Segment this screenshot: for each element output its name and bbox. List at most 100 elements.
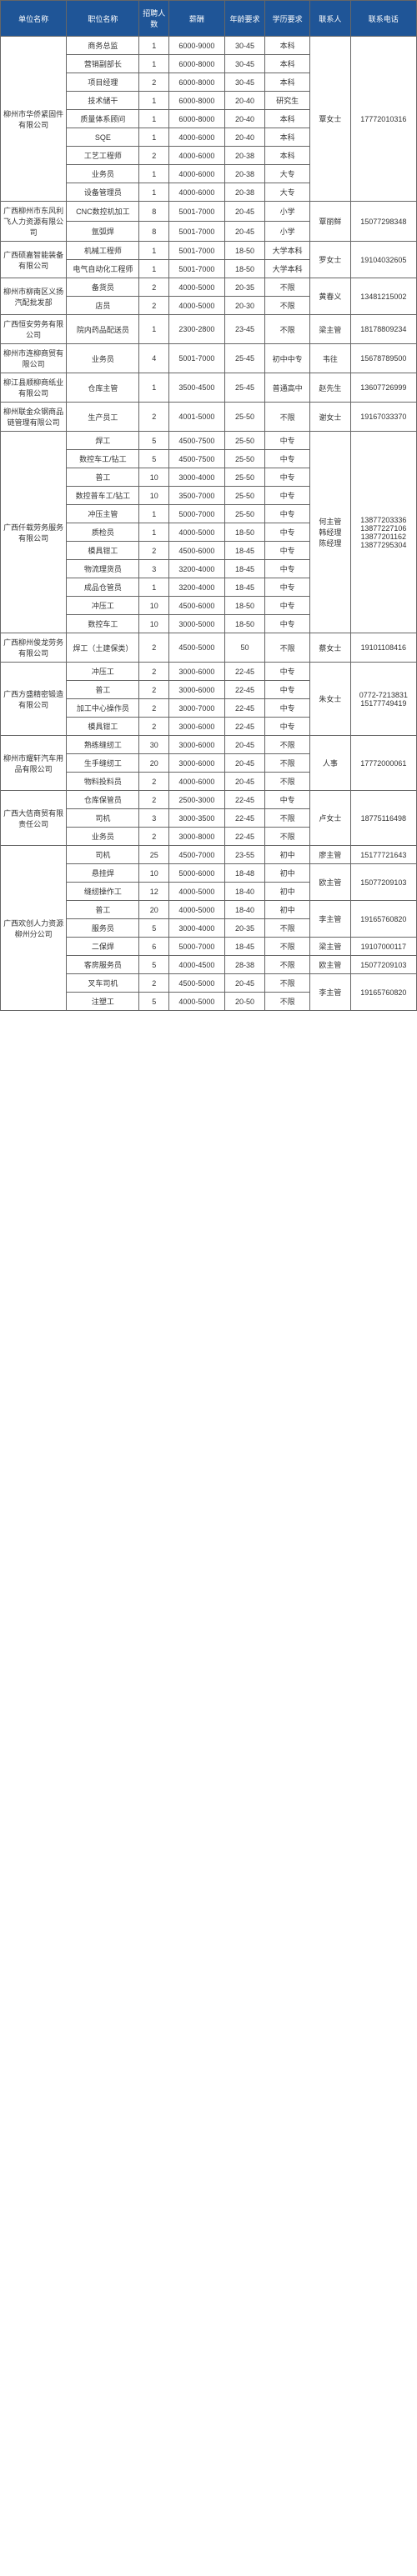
- salary-cell: 2500-3000: [169, 791, 225, 809]
- position-cell: 加工中心操作员: [67, 699, 139, 718]
- table-row: 柳江县顺柳商纸业有限公司仓库主管13500-450025-45普通高中赵先生13…: [1, 373, 417, 403]
- contact-cell: 覃女士: [310, 37, 351, 202]
- edu-cell: 不限: [265, 993, 310, 1011]
- table-row: 广西欢创人力资源柳州分公司司机254500-700023-55初中廖主管1517…: [1, 846, 417, 864]
- salary-cell: 4000-5000: [169, 993, 225, 1011]
- age-cell: 18-50: [224, 523, 265, 542]
- salary-cell: 4000-6000: [169, 165, 225, 183]
- age-cell: 20-45: [224, 202, 265, 222]
- count-cell: 5: [139, 432, 169, 450]
- count-cell: 1: [139, 373, 169, 403]
- salary-cell: 5001-7000: [169, 242, 225, 260]
- position-cell: 注塑工: [67, 993, 139, 1011]
- edu-cell: 不限: [265, 828, 310, 846]
- table-row: 柳州市柳南区义扬汽配批发部备货员24000-500020-35不限黄春义1348…: [1, 278, 417, 297]
- position-cell: 普工: [67, 681, 139, 699]
- age-cell: 30-45: [224, 73, 265, 92]
- count-cell: 2: [139, 542, 169, 560]
- edu-cell: 中专: [265, 468, 310, 487]
- phone-cell: 15077209103: [350, 956, 416, 974]
- count-cell: 1: [139, 55, 169, 73]
- count-cell: 1: [139, 505, 169, 523]
- age-cell: 20-45: [224, 222, 265, 242]
- phone-cell: 0772-7213831 15177749419: [350, 663, 416, 736]
- table-row: 广西柳州俊龙劳务有限公司焊工（土建保类）24500-500050不限蔡女士191…: [1, 633, 417, 663]
- age-cell: 25-50: [224, 505, 265, 523]
- salary-cell: 4000-6000: [169, 128, 225, 147]
- contact-cell: 廖主管: [310, 846, 351, 864]
- company-cell: 广西恒安劳务有限公司: [1, 315, 67, 344]
- header-6: 联系人: [310, 1, 351, 37]
- count-cell: 2: [139, 828, 169, 846]
- count-cell: 6: [139, 938, 169, 956]
- edu-cell: 不限: [265, 633, 310, 663]
- edu-cell: 初中中专: [265, 344, 310, 373]
- edu-cell: 不限: [265, 809, 310, 828]
- position-cell: 焊工: [67, 432, 139, 450]
- edu-cell: 大学本科: [265, 242, 310, 260]
- edu-cell: 小学: [265, 222, 310, 242]
- count-cell: 3: [139, 809, 169, 828]
- contact-cell: 罗女士: [310, 242, 351, 278]
- count-cell: 30: [139, 736, 169, 754]
- position-cell: 二保焊: [67, 938, 139, 956]
- count-cell: 2: [139, 147, 169, 165]
- position-cell: CNC数控机加工: [67, 202, 139, 222]
- count-cell: 8: [139, 202, 169, 222]
- age-cell: 22-45: [224, 699, 265, 718]
- age-cell: 18-50: [224, 260, 265, 278]
- table-row: 广西硕嘉智能装备有限公司机械工程师15001-700018-50大学本科罗女士1…: [1, 242, 417, 260]
- position-cell: 悬挂焊: [67, 864, 139, 883]
- age-cell: 18-50: [224, 242, 265, 260]
- position-cell: 冲压工: [67, 663, 139, 681]
- phone-cell: 13877203336 13877227106 13877201162 1387…: [350, 432, 416, 633]
- count-cell: 12: [139, 883, 169, 901]
- age-cell: 22-45: [224, 718, 265, 736]
- contact-cell: 覃丽鲜: [310, 202, 351, 242]
- count-cell: 1: [139, 128, 169, 147]
- age-cell: 20-40: [224, 128, 265, 147]
- age-cell: 25-50: [224, 403, 265, 432]
- count-cell: 2: [139, 791, 169, 809]
- age-cell: 20-45: [224, 754, 265, 773]
- salary-cell: 5000-7000: [169, 938, 225, 956]
- contact-cell: 朱女士: [310, 663, 351, 736]
- edu-cell: 本科: [265, 110, 310, 128]
- count-cell: 4: [139, 344, 169, 373]
- count-cell: 5: [139, 450, 169, 468]
- company-cell: 广西方盛精密锻造有限公司: [1, 663, 67, 736]
- count-cell: 8: [139, 222, 169, 242]
- company-cell: 广西柳州俊龙劳务有限公司: [1, 633, 67, 663]
- edu-cell: 不限: [265, 773, 310, 791]
- salary-cell: 3000-8000: [169, 828, 225, 846]
- table-row: 广西恒安劳务有限公司院内药品配送员12300-280023-45不限梁主管181…: [1, 315, 417, 344]
- count-cell: 10: [139, 615, 169, 633]
- position-cell: 成品仓管员: [67, 578, 139, 597]
- position-cell: 业务员: [67, 165, 139, 183]
- salary-cell: 4000-5000: [169, 523, 225, 542]
- count-cell: 1: [139, 92, 169, 110]
- header-5: 学历要求: [265, 1, 310, 37]
- edu-cell: 本科: [265, 37, 310, 55]
- salary-cell: 4500-7000: [169, 846, 225, 864]
- edu-cell: 中专: [265, 663, 310, 681]
- phone-cell: 17772000061: [350, 736, 416, 791]
- position-cell: 项目经理: [67, 73, 139, 92]
- position-cell: 设备管理员: [67, 183, 139, 202]
- salary-cell: 4500-7500: [169, 432, 225, 450]
- position-cell: 质检员: [67, 523, 139, 542]
- phone-cell: 19165760820: [350, 974, 416, 1011]
- edu-cell: 中专: [265, 560, 310, 578]
- salary-cell: 5001-7000: [169, 202, 225, 222]
- edu-cell: 初中: [265, 883, 310, 901]
- count-cell: 2: [139, 633, 169, 663]
- contact-cell: 欧主管: [310, 956, 351, 974]
- age-cell: 20-40: [224, 92, 265, 110]
- edu-cell: 研究生: [265, 92, 310, 110]
- phone-cell: 19104032605: [350, 242, 416, 278]
- edu-cell: 本科: [265, 147, 310, 165]
- age-cell: 20-38: [224, 183, 265, 202]
- age-cell: 22-45: [224, 663, 265, 681]
- count-cell: 1: [139, 37, 169, 55]
- salary-cell: 4000-6000: [169, 773, 225, 791]
